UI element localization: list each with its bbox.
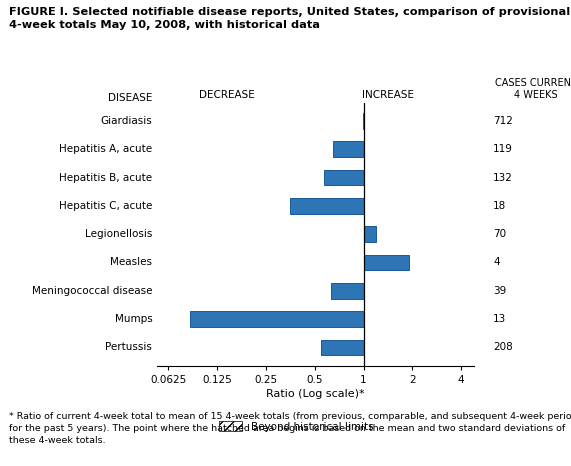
Text: Measles: Measles [110,258,152,267]
Bar [289,198,364,213]
Legend: Beyond historical limits: Beyond historical limits [219,421,373,432]
Text: 70: 70 [493,229,506,239]
Text: 18: 18 [493,201,506,211]
Text: FIGURE I. Selected notifiable disease reports, United States, comparison of prov: FIGURE I. Selected notifiable disease re… [9,7,570,17]
Text: Hepatitis C, acute: Hepatitis C, acute [59,201,152,211]
Text: Meningococcal disease: Meningococcal disease [32,286,152,296]
Text: 208: 208 [493,343,513,352]
Text: Giardiasis: Giardiasis [100,116,152,126]
Bar [190,311,364,327]
Text: INCREASE: INCREASE [363,90,415,100]
Text: CASES CURRENT
4 WEEKS: CASES CURRENT 4 WEEKS [494,78,571,100]
Text: Mumps: Mumps [115,314,152,324]
Bar [364,255,409,270]
Text: 712: 712 [493,116,513,126]
Text: 119: 119 [493,144,513,154]
Text: Hepatitis B, acute: Hepatitis B, acute [59,172,152,183]
Text: DISEASE: DISEASE [108,93,152,103]
Text: 13: 13 [493,314,506,324]
Bar [324,170,364,185]
Text: DECREASE: DECREASE [199,90,255,100]
Bar [331,283,364,299]
Bar [321,340,364,355]
Text: Pertussis: Pertussis [106,343,152,352]
Text: Legionellosis: Legionellosis [85,229,152,239]
Text: Hepatitis A, acute: Hepatitis A, acute [59,144,152,154]
Bar [364,226,376,242]
Bar [333,142,364,157]
X-axis label: Ratio (Log scale)*: Ratio (Log scale)* [266,389,365,399]
Text: 4-week totals May 10, 2008, with historical data: 4-week totals May 10, 2008, with histori… [9,20,320,29]
Text: 39: 39 [493,286,506,296]
Text: 132: 132 [493,172,513,183]
Text: * Ratio of current 4-week total to mean of 15 4-week totals (from previous, comp: * Ratio of current 4-week total to mean … [9,412,571,445]
Text: 4: 4 [493,258,500,267]
